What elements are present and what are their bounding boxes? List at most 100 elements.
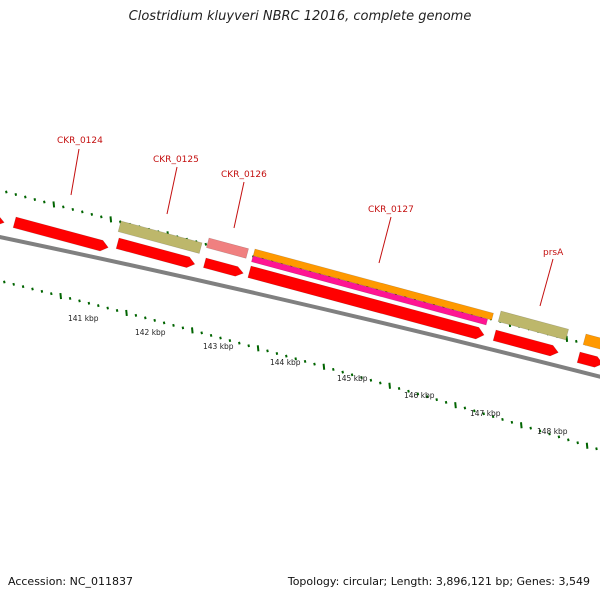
inner-minor-tick: [407, 389, 410, 393]
inner-minor-tick: [238, 341, 241, 345]
inner-minor-tick: [181, 326, 185, 330]
inner-minor-tick: [21, 285, 25, 289]
inner-minor-tick: [3, 280, 6, 284]
inner-minor-tick: [285, 354, 288, 358]
outer-minor-tick: [100, 215, 103, 219]
inner-minor-tick: [172, 323, 175, 327]
leader-line-prsa: [539, 258, 554, 307]
inner-minor-tick: [473, 409, 476, 413]
inner-minor-tick: [228, 339, 232, 343]
outer-minor-tick: [43, 200, 46, 204]
scale-label-146: 146 kbp: [404, 391, 435, 400]
gene-block: [582, 333, 600, 350]
inner-minor-tick: [482, 412, 485, 416]
inner-minor-tick: [379, 381, 382, 385]
leader-line-ckr-0127: [378, 216, 392, 264]
backbone-line: [0, 235, 600, 379]
inner-minor-tick: [209, 333, 213, 337]
outer-minor-tick: [5, 190, 8, 194]
inner-minor-tick: [332, 367, 335, 371]
inner-minor-tick: [576, 441, 579, 445]
scale-label-143: 143 kbp: [203, 342, 234, 351]
gene-label-ckr-0125: CKR_0125: [153, 155, 199, 165]
inner-minor-tick: [510, 420, 514, 424]
inner-major-tick: [59, 292, 62, 300]
inner-minor-tick: [360, 376, 363, 380]
genome-summary: Topology: circular; Length: 3,896,121 bp…: [287, 575, 590, 588]
gene-block-prsa: [497, 310, 569, 341]
scale-label-142: 142 kbp: [135, 328, 166, 337]
gene-block-ckr-0126: [206, 237, 249, 259]
inner-minor-tick: [106, 306, 109, 310]
scale-labels: 141 kbp 142 kbp 143 kbp 144 kbp 145 kbp 146 k…: [68, 314, 568, 436]
inner-minor-tick: [144, 316, 147, 320]
gene-block-ckr-0125: [117, 220, 203, 254]
outer-minor-tick: [204, 242, 208, 246]
gene-label-ckr-0126: CKR_0126: [221, 170, 267, 180]
inner-minor-tick: [595, 447, 598, 451]
gene-label-prsa: prsA: [543, 248, 564, 258]
inner-major-tick: [256, 345, 260, 352]
inner-minor-tick: [153, 318, 156, 322]
backbone-track: [0, 235, 600, 379]
inner-major-tick: [520, 422, 523, 429]
scale-label-144: 144 kbp: [270, 358, 301, 367]
outer-minor-tick: [24, 195, 27, 199]
inner-minor-tick: [548, 432, 551, 436]
inner-minor-tick: [491, 415, 495, 419]
inner-minor-tick: [275, 352, 279, 356]
scale-label-145: 145 kbp: [337, 374, 368, 383]
inner-minor-tick: [567, 438, 570, 442]
scale-label-141: 141 kbp: [68, 314, 99, 323]
inner-minor-tick: [247, 344, 250, 348]
scale-label-147: 147 kbp: [470, 409, 501, 418]
inner-minor-tick: [162, 321, 166, 325]
leader-line-ckr-0126: [233, 181, 245, 229]
outer-major-tick: [565, 335, 569, 342]
inner-minor-tick: [416, 392, 420, 396]
outer-minor-tick: [81, 210, 84, 214]
outer-minor-tick: [33, 197, 37, 201]
cds-arrow: [576, 351, 600, 368]
cds-arrow-ckr-0124: [12, 216, 109, 252]
inner-minor-tick: [369, 378, 373, 382]
outer-major-tick: [52, 201, 56, 208]
inner-minor-tick: [115, 309, 119, 312]
gene-block-ckr-0127: [252, 248, 494, 321]
cds-arrow: [492, 329, 559, 357]
inner-major-tick: [388, 382, 391, 389]
inner-major-tick: [585, 442, 589, 449]
inner-minor-tick: [266, 349, 269, 353]
inner-minor-tick: [529, 426, 532, 430]
gene-block-ckr-0127-b: [251, 255, 489, 326]
outer-major-tick: [109, 216, 113, 223]
inner-minor-tick: [200, 331, 203, 335]
outer-minor-tick: [71, 207, 75, 211]
accession-text: Accession: NC_011837: [8, 575, 134, 588]
inner-minor-tick: [12, 282, 15, 286]
inner-tick-ring: [3, 280, 598, 451]
inner-major-tick: [191, 327, 194, 334]
leader-line-ckr-0124: [70, 148, 80, 196]
inner-minor-tick: [68, 296, 72, 300]
outer-minor-tick: [14, 193, 18, 196]
inner-minor-tick: [444, 400, 448, 404]
outer-minor-tick: [119, 220, 122, 224]
inner-minor-tick: [313, 362, 316, 366]
inner-minor-tick: [538, 429, 542, 433]
cds-arrow: [115, 237, 196, 268]
scale-label-148: 148 kbp: [537, 427, 568, 436]
inner-minor-tick: [31, 287, 34, 291]
inner-minor-tick: [426, 395, 429, 399]
inner-minor-tick: [50, 292, 53, 296]
inner-major-tick: [454, 402, 457, 409]
inner-minor-tick: [341, 370, 344, 374]
inner-minor-tick: [303, 359, 307, 363]
cds-arrow: [0, 216, 5, 225]
inner-minor-tick: [397, 386, 401, 390]
map-title: Clostridium kluyveri NBRC 12016, complet…: [128, 9, 472, 24]
inner-minor-tick: [40, 289, 44, 293]
inner-minor-tick: [294, 357, 297, 361]
feature-tracks: [0, 216, 600, 368]
